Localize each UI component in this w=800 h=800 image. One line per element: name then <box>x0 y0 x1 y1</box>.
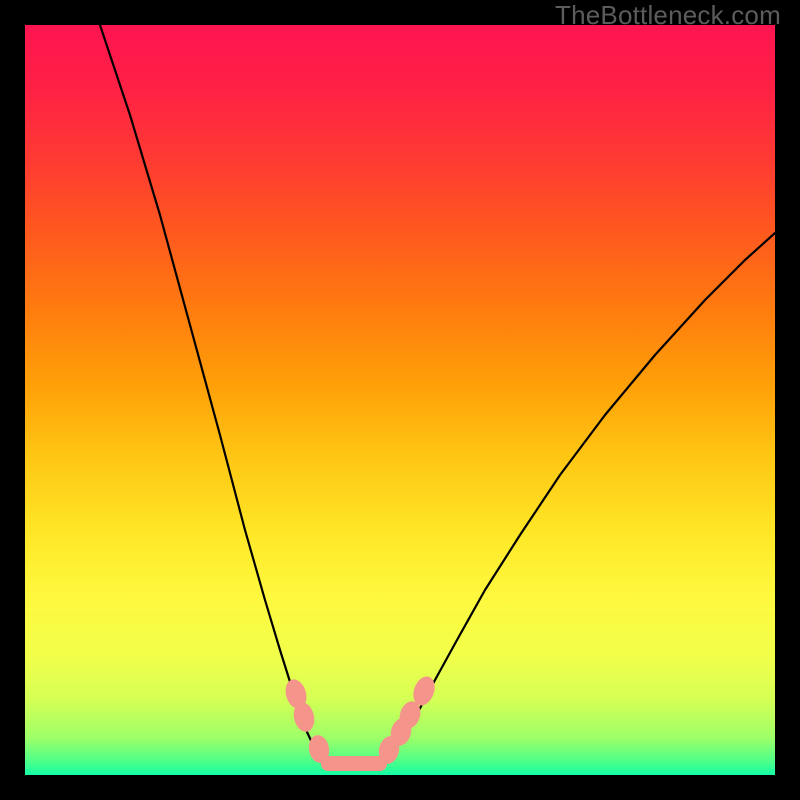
chart-svg <box>25 25 775 775</box>
plot-area <box>25 25 775 775</box>
optimal-band <box>321 756 387 771</box>
